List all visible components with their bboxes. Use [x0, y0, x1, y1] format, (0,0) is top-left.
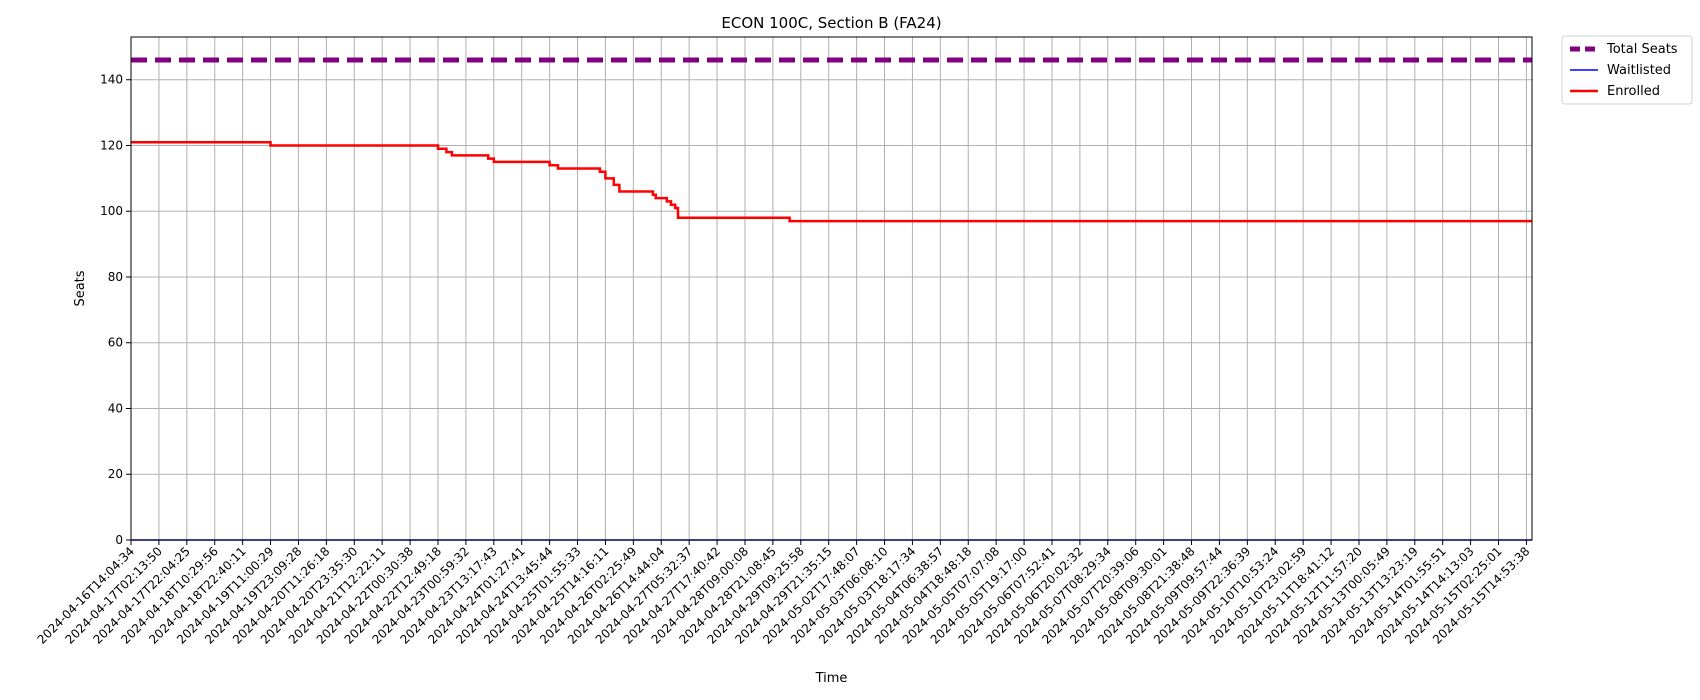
y-tick-label: 60	[108, 336, 123, 350]
y-tick-label: 0	[115, 533, 123, 547]
series-line-enrolled	[131, 140, 1532, 223]
series-layer	[131, 57, 1532, 541]
y-tick-label: 80	[108, 270, 123, 284]
x-axis: 2024-04-16T14:04:342024-04-17T02:13:5020…	[35, 540, 1533, 647]
y-tick-label: 120	[100, 138, 123, 152]
legend-entry-label: Waitlisted	[1607, 63, 1671, 78]
grid	[130, 37, 1532, 541]
y-tick-label: 40	[108, 401, 123, 415]
y-axis: 0 20 40 60 80 100 120 140	[100, 73, 131, 547]
legend-box	[1561, 35, 1693, 105]
legend-entry-label: Total Seats	[1606, 42, 1678, 57]
y-tick-label: 20	[108, 467, 123, 481]
x-axis-label: Time	[815, 671, 848, 686]
legend-entry-label: Enrolled	[1607, 84, 1660, 99]
y-axis-label: Seats	[73, 270, 88, 306]
plot-frame	[130, 36, 1533, 541]
y-tick-label: 100	[100, 204, 123, 218]
legend: Total Seats Waitlisted Enrolled	[1561, 35, 1693, 105]
y-tick-label: 140	[100, 73, 123, 87]
chart-title: ECON 100C, Section B (FA24)	[721, 14, 941, 32]
